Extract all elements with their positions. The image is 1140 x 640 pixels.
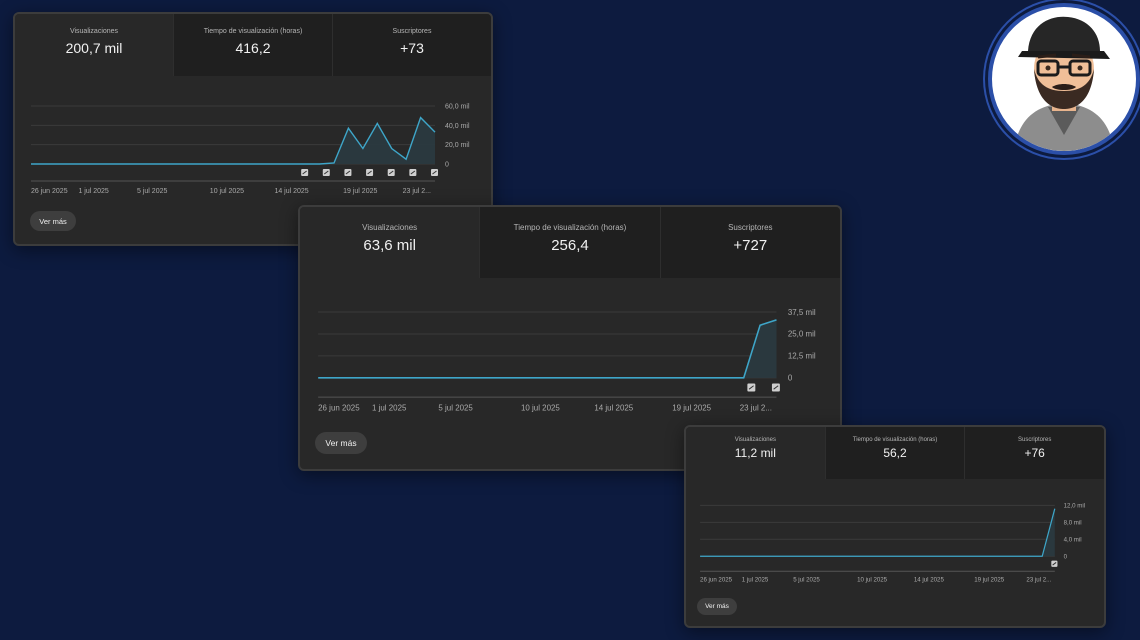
tab-suscriptores[interactable]: Suscriptores +76: [965, 427, 1104, 479]
tab-label: Visualizaciones: [362, 223, 418, 232]
analytics-card-3: Visualizaciones 11,2 mil Tiempo de visua…: [684, 425, 1106, 628]
series-area: [31, 117, 435, 164]
tab-value: 416,2: [235, 40, 271, 56]
x-tick-label: 19 jul 2025: [343, 188, 377, 195]
tab-label: Suscriptores: [392, 28, 432, 35]
views-chart: 12,0 mil 8,0 mil 4,0 mil 0 26 jun 2025 1 jul …: [686, 479, 1104, 591]
tab-value: +76: [1024, 446, 1045, 460]
x-tick-label: 14 jul 2025: [274, 188, 308, 195]
video-marker-icon: [387, 169, 395, 176]
tab-value: 63,6 mil: [363, 237, 416, 254]
video-marker-icon: [301, 169, 309, 176]
y-tick-label: 60,0 mil: [445, 103, 470, 110]
tab-suscriptores[interactable]: Suscriptores +727: [660, 207, 840, 278]
x-tick-label: 19 jul 2025: [672, 404, 711, 413]
y-tick-label: 37,5 mil: [788, 308, 816, 317]
series-line: [318, 319, 777, 379]
x-tick-label: 5 jul 2025: [793, 577, 820, 584]
x-tick-label: 10 jul 2025: [521, 404, 560, 413]
x-tick-label: 1 jul 2025: [742, 577, 769, 584]
tab-tiempo-visualizacion[interactable]: Tiempo de visualización (horas) 416,2: [174, 14, 333, 76]
tab-label: Tiempo de visualización (horas): [513, 223, 627, 232]
video-marker-icon: [344, 169, 352, 176]
tab-tiempo-visualizacion[interactable]: Tiempo de visualización (horas) 56,2: [825, 427, 966, 479]
chart-svg: 37,5 mil 25,0 mil 12,5 mil 0 26 jun 2025 1 ju…: [318, 308, 816, 413]
tab-visualizaciones[interactable]: Visualizaciones 63,6 mil: [300, 207, 481, 278]
video-marker-icon: [747, 383, 756, 392]
x-tick-label: 10 jul 2025: [210, 188, 244, 195]
x-tick-label: 23 jul 2...: [740, 404, 772, 413]
y-tick-label: 4,0 mil: [1064, 536, 1082, 543]
x-tick-label: 26 jun 2025: [700, 577, 733, 584]
x-tick-label: 26 jun 2025: [318, 404, 360, 413]
x-tick-label: 10 jul 2025: [857, 577, 888, 584]
x-tick-label: 1 jul 2025: [372, 404, 407, 413]
x-tick-label: 5 jul 2025: [438, 404, 473, 413]
y-tick-label: 25,0 mil: [788, 330, 816, 339]
y-tick-label: 40,0 mil: [445, 123, 470, 130]
tab-visualizaciones[interactable]: Visualizaciones 11,2 mil: [686, 427, 826, 479]
x-tick-label: 14 jul 2025: [594, 404, 633, 413]
video-marker-icon: [771, 383, 780, 392]
x-tick-label: 23 jul 2...: [403, 188, 431, 195]
tab-value: 200,7 mil: [65, 40, 123, 56]
avatar-cartoon-icon: [1014, 16, 1114, 151]
tab-tiempo-visualizacion[interactable]: Tiempo de visualización (horas) 256,4: [480, 207, 661, 278]
tab-visualizaciones[interactable]: Visualizaciones 200,7 mil: [15, 14, 174, 76]
x-tick-label: 1 jul 2025: [78, 188, 108, 195]
tab-label: Suscriptores: [728, 223, 773, 232]
video-marker-icon: [431, 169, 438, 176]
metric-tabs: Visualizaciones 63,6 mil Tiempo de visua…: [300, 207, 840, 278]
x-tick-label: 26 jun 2025: [31, 188, 68, 195]
tab-label: Visualizaciones: [69, 28, 119, 35]
tab-label: Suscriptores: [1018, 437, 1052, 443]
ver-mas-button[interactable]: Ver más: [30, 211, 76, 231]
metric-tabs: Visualizaciones 200,7 mil Tiempo de visu…: [15, 14, 491, 76]
y-tick-label: 8,0 mil: [1064, 519, 1082, 526]
video-marker-icon: [366, 169, 374, 176]
metric-tabs: Visualizaciones 11,2 mil Tiempo de visua…: [686, 427, 1104, 479]
ver-mas-button[interactable]: Ver más: [315, 432, 367, 454]
series-area: [700, 508, 1055, 557]
ver-mas-button[interactable]: Ver más: [697, 598, 737, 615]
tab-value: 256,4: [551, 237, 589, 254]
video-marker-icon: [409, 169, 417, 176]
y-tick-label: 12,0 mil: [1064, 502, 1085, 509]
tab-suscriptores[interactable]: Suscriptores +73: [333, 14, 491, 76]
views-chart: 60,0 mil 40,0 mil 20,0 mil 0 26 jun 2025 1 ju…: [15, 76, 491, 206]
y-tick-label: 0: [788, 374, 793, 383]
x-tick-label: 19 jul 2025: [974, 577, 1005, 584]
x-tick-label: 14 jul 2025: [914, 577, 945, 584]
x-tick-label: 23 jul 2...: [1026, 577, 1051, 584]
tab-label: Visualizaciones: [734, 437, 776, 443]
series-area: [318, 319, 777, 378]
video-marker-icon: [322, 169, 330, 176]
tab-value: +727: [733, 237, 768, 254]
chart-svg: 60,0 mil 40,0 mil 20,0 mil 0 26 jun 2025 1 ju…: [31, 103, 470, 195]
y-tick-label: 20,0 mil: [445, 142, 470, 149]
tab-value: +73: [400, 40, 424, 56]
chart-svg: 12,0 mil 8,0 mil 4,0 mil 0 26 jun 2025 1 jul …: [700, 502, 1085, 584]
x-tick-label: 5 jul 2025: [137, 188, 167, 195]
tab-label: Tiempo de visualización (horas): [203, 28, 303, 35]
series-line: [31, 116, 436, 165]
y-tick-label: 0: [1064, 553, 1068, 560]
tab-value: 56,2: [883, 446, 907, 460]
tab-value: 11,2 mil: [734, 446, 776, 460]
y-tick-label: 12,5 mil: [788, 352, 816, 361]
tab-label: Tiempo de visualización (horas): [852, 437, 938, 443]
avatar: [988, 3, 1140, 155]
views-chart: 37,5 mil 25,0 mil 12,5 mil 0 26 jun 2025 1 ju…: [300, 278, 840, 423]
y-tick-label: 0: [445, 161, 449, 168]
video-marker-icon: [1051, 560, 1058, 567]
series-line: [700, 508, 1056, 557]
analytics-card-1: Visualizaciones 200,7 mil Tiempo de visu…: [13, 12, 493, 246]
